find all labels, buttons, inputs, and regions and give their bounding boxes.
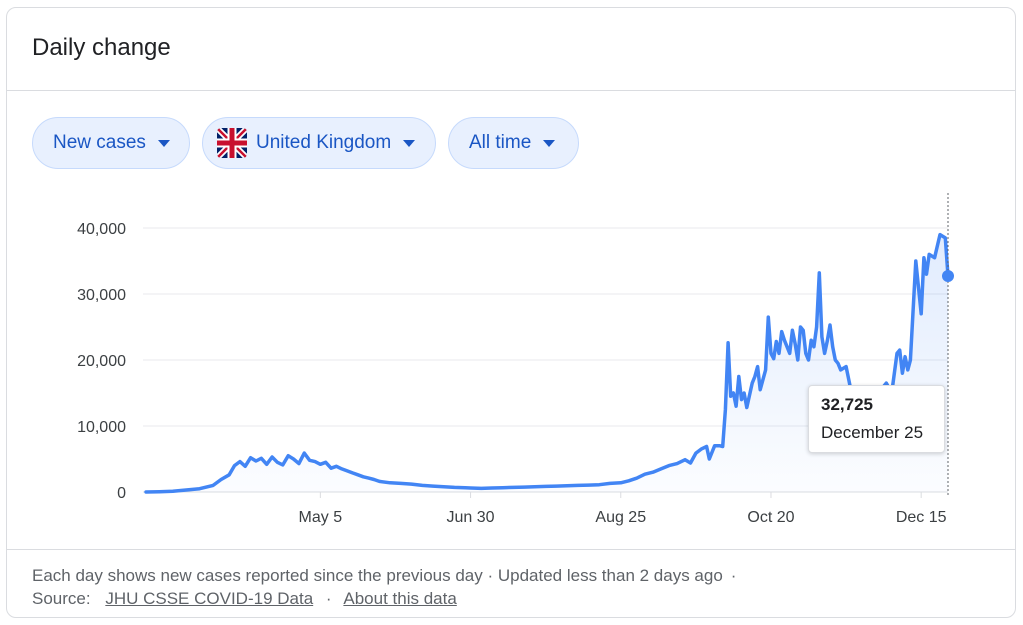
y-tick-label: 40,000 xyxy=(77,221,126,238)
tooltip-date: December 25 xyxy=(821,423,924,442)
x-tick-label: Oct 20 xyxy=(747,509,794,526)
tooltip-value: 32,725 xyxy=(821,395,873,414)
location-dropdown-label: United Kingdom xyxy=(256,132,392,153)
chevron-down-icon xyxy=(157,139,170,147)
y-tick-label: 10,000 xyxy=(77,419,126,436)
x-tick-label: Jun 30 xyxy=(447,509,495,526)
about-data-link[interactable]: About this data xyxy=(343,589,457,608)
footer-note-line: Each day shows new cases reported since … xyxy=(32,564,744,587)
uk-flag-icon xyxy=(217,128,247,158)
card-title: Daily change xyxy=(32,34,171,61)
metric-dropdown[interactable]: New cases xyxy=(32,117,190,169)
time-range-dropdown-label: All time xyxy=(469,132,532,153)
y-tick-label: 20,000 xyxy=(77,353,126,370)
highlight-point[interactable] xyxy=(942,270,954,283)
footer-divider xyxy=(7,549,1015,550)
chevron-down-icon xyxy=(403,139,416,147)
header-divider xyxy=(7,90,1015,91)
footer-separator: · xyxy=(730,566,737,585)
footer-note: Each day shows new cases reported since … xyxy=(32,566,723,585)
y-tick-label: 30,000 xyxy=(77,287,126,304)
chart-tooltip: 32,725 December 25 xyxy=(808,385,945,453)
metric-dropdown-label: New cases xyxy=(53,132,146,153)
footer: Each day shows new cases reported since … xyxy=(32,564,744,610)
series-area xyxy=(146,234,948,492)
chevron-down-icon xyxy=(543,139,556,147)
source-link[interactable]: JHU CSSE COVID-19 Data xyxy=(105,589,314,608)
x-tick-label: Dec 15 xyxy=(896,509,947,526)
source-label: Source: xyxy=(32,589,91,608)
x-tick-label: Aug 25 xyxy=(595,509,646,526)
y-tick-label: 0 xyxy=(117,485,126,502)
time-range-dropdown[interactable]: All time xyxy=(448,117,579,169)
x-tick-label: May 5 xyxy=(299,509,343,526)
footer-separator: · xyxy=(325,589,332,608)
location-dropdown[interactable]: United Kingdom xyxy=(202,117,436,169)
daily-change-card: Daily change New cases United Kingdom Al… xyxy=(6,7,1016,618)
footer-source-line: Source: JHU CSSE COVID-19 Data · About t… xyxy=(32,587,744,610)
